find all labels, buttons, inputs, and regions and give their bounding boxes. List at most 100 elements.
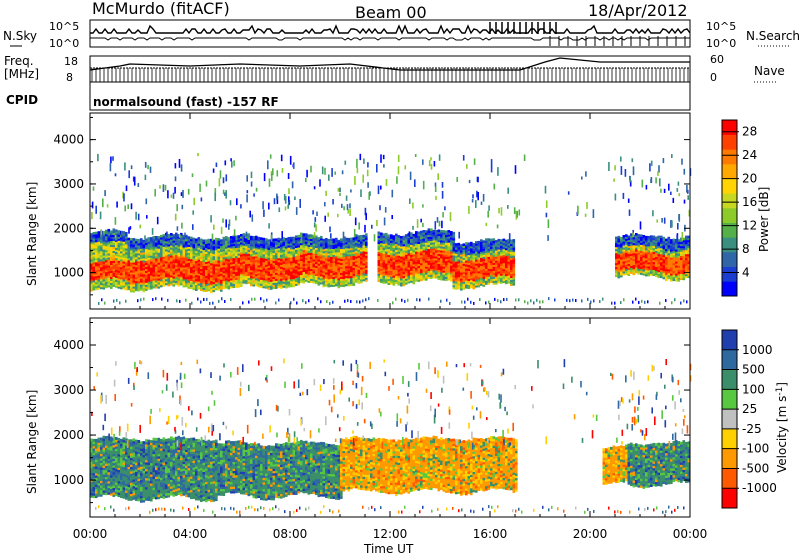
power-cell	[325, 256, 328, 259]
power-cell	[357, 263, 361, 266]
power-cell	[155, 248, 158, 251]
power-cell	[445, 256, 448, 260]
power-cell	[500, 257, 503, 260]
power-cell	[302, 273, 306, 277]
power-cell	[172, 278, 176, 281]
power-cell	[102, 266, 106, 270]
power-cell	[242, 243, 246, 246]
power-cell	[315, 269, 318, 272]
power-cell	[97, 279, 101, 282]
power-cell	[635, 270, 638, 274]
power-cell	[185, 268, 188, 272]
power-cell	[630, 239, 633, 242]
power-cell	[160, 264, 163, 268]
power-cell	[90, 235, 93, 238]
power-cell	[662, 262, 666, 266]
power-cell	[102, 276, 106, 280]
power-cell	[212, 287, 216, 291]
power-cell	[622, 256, 626, 260]
power-cell	[472, 244, 476, 248]
power-cell	[120, 280, 123, 284]
power-cell	[165, 258, 168, 262]
power-cell	[322, 250, 326, 254]
power-cell	[95, 259, 98, 263]
power-cell	[435, 263, 438, 267]
power-cell	[480, 273, 483, 276]
power-cell	[305, 249, 308, 252]
power-cell	[462, 275, 466, 278]
power-cell	[495, 274, 498, 277]
power-cell	[397, 239, 401, 242]
power-cell	[505, 255, 508, 259]
power-cell	[432, 229, 436, 233]
power-cell	[465, 272, 468, 275]
power-cell	[217, 248, 221, 251]
power-cell	[327, 240, 331, 244]
power-cell	[252, 270, 256, 273]
power-cell	[247, 255, 251, 258]
power-cell	[117, 272, 121, 275]
power-cell	[182, 238, 186, 242]
power-cell	[625, 260, 628, 263]
power-cell	[160, 252, 163, 256]
power-cell	[647, 259, 651, 263]
power-cell	[447, 263, 451, 267]
power-cell	[112, 254, 116, 257]
power-cell	[165, 240, 168, 244]
power-cell	[140, 250, 143, 253]
power-cell	[205, 289, 208, 292]
power-cell	[507, 281, 511, 284]
power-cell	[175, 254, 178, 258]
power-cell	[132, 244, 136, 247]
power-cell	[500, 277, 503, 280]
power-cell	[250, 273, 253, 277]
power-cell	[495, 276, 498, 279]
power-cell	[210, 268, 213, 272]
power-cell	[205, 285, 208, 288]
power-cell	[322, 278, 326, 282]
power-cell	[457, 274, 461, 278]
power-cell	[437, 229, 441, 233]
power-cell	[502, 242, 506, 246]
power-cell	[335, 273, 338, 277]
power-cell	[617, 237, 621, 241]
power-cell	[120, 282, 123, 286]
power-cell	[212, 255, 216, 259]
power-cell	[407, 249, 411, 252]
power-cell	[207, 288, 211, 292]
power-cell	[217, 274, 221, 277]
power-cell	[195, 262, 198, 266]
power-cell	[477, 260, 481, 264]
power-cell	[422, 255, 426, 259]
power-cell	[362, 252, 366, 256]
power-cell	[170, 249, 173, 252]
power-cell	[635, 243, 638, 246]
power-cell	[615, 254, 618, 258]
power-cell	[130, 275, 133, 279]
power-cell	[145, 280, 148, 283]
power-cell	[337, 265, 341, 269]
power-cell	[377, 277, 381, 280]
power-cell	[302, 253, 306, 257]
power-cell	[407, 261, 411, 264]
power-cell	[412, 281, 416, 285]
power-cell	[147, 243, 151, 246]
power-cell	[102, 237, 106, 240]
power-cell	[217, 288, 221, 291]
power-cell	[147, 283, 151, 286]
power-cell	[407, 251, 411, 254]
power-cell	[282, 267, 286, 270]
power-cell	[152, 238, 156, 241]
power-cell	[660, 249, 663, 253]
power-cell	[620, 236, 623, 240]
power-cell	[462, 249, 466, 252]
power-cell	[162, 280, 166, 283]
power-cell	[395, 263, 398, 267]
power-cell	[435, 243, 438, 247]
power-cell	[92, 252, 96, 255]
power-cell	[630, 233, 633, 236]
power-cell	[415, 265, 418, 268]
power-cell	[315, 279, 318, 282]
power-cell	[485, 272, 488, 275]
power-cell	[182, 284, 186, 288]
